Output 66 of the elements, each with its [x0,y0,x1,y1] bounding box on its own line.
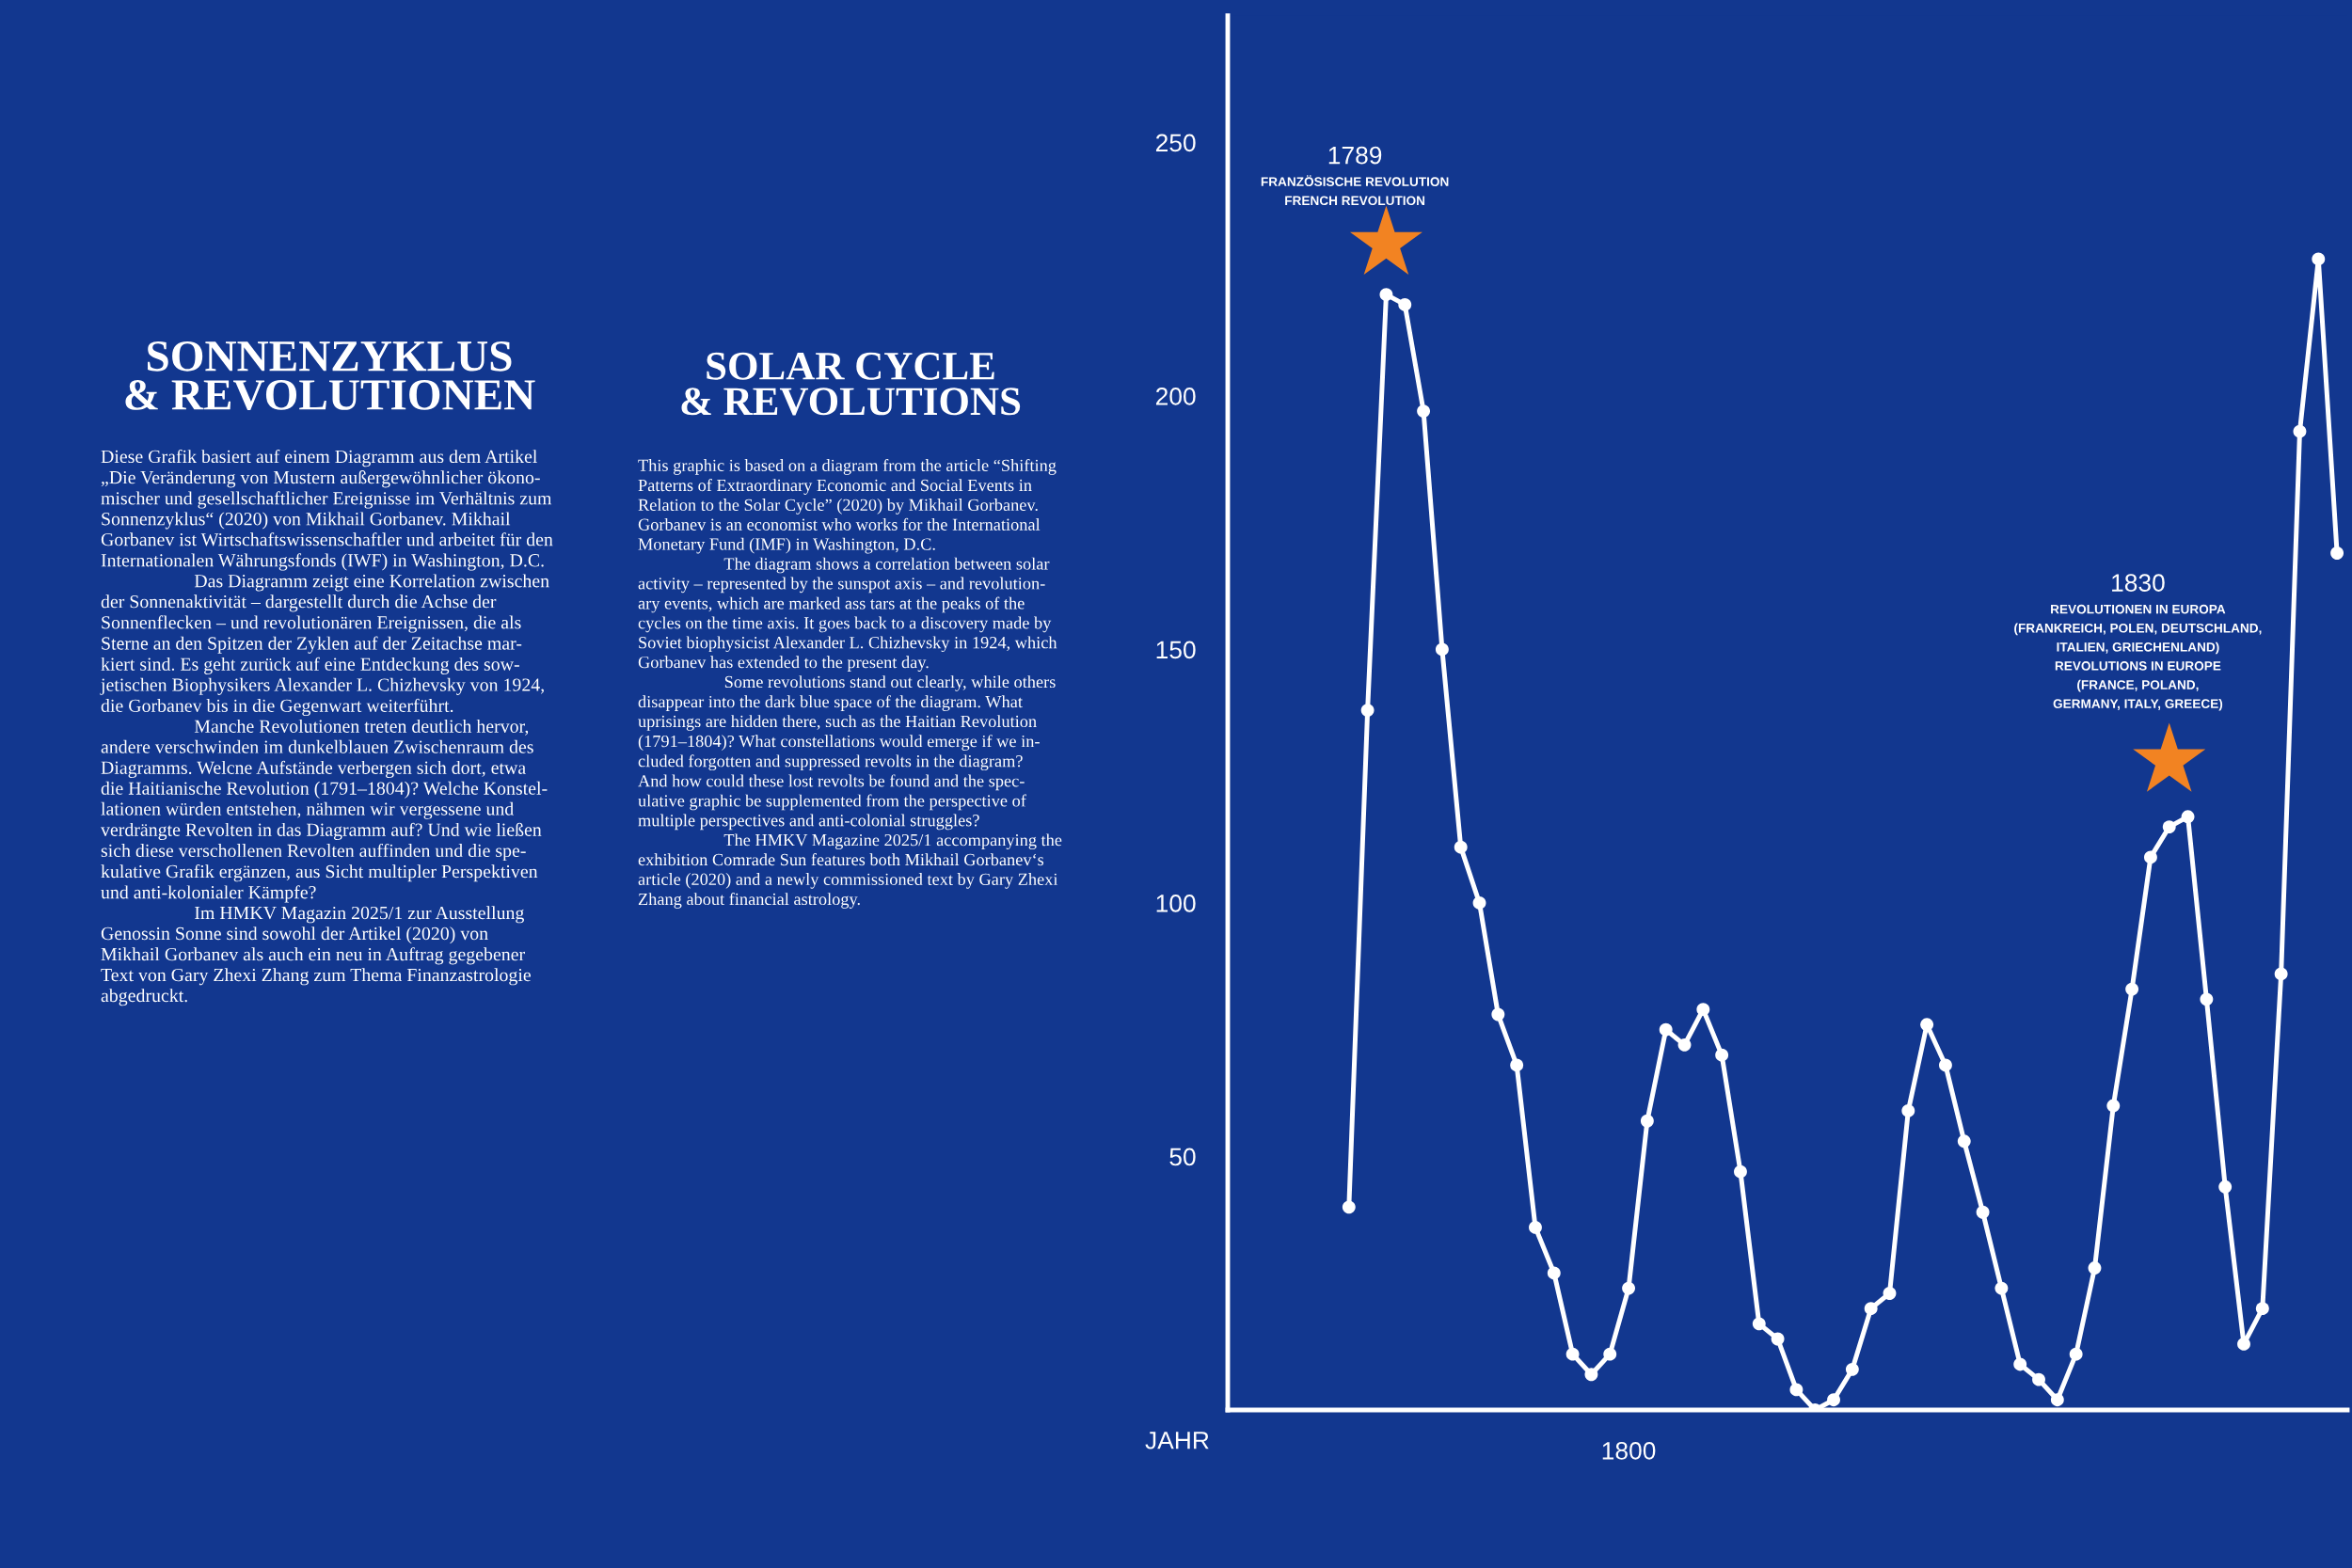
point [1565,1347,1580,1361]
point [1547,1266,1561,1280]
point [1677,1037,1692,1052]
point [1659,1022,1673,1037]
point [2293,424,2307,438]
text: SONNENZYKLUS & REVOLUTIONEN [125,341,535,411]
point [1454,840,1468,854]
point [2274,967,2288,981]
point [1398,297,1412,311]
point [1957,1134,1971,1148]
point [2181,810,2195,824]
series-label: 1789 FRANZÖSISCHE REVOLUTION FRENCH REVOLUTION [1261,146,1449,206]
point [2069,1347,2083,1361]
point [1734,1164,1747,1179]
text: 1830 REVOLUTIONEN IN EUROPA (FRANKREICH, POLEN, DEUTSCHLAND, ITALIEN, GRIECHENLAND) REVOLUTIONS IN EUROPE (FRANCE, POLAND, GERMANY, ITALY, GREECE) [2014,574,2262,711]
point [2050,1393,2064,1407]
point [2106,1099,2121,1113]
point [1827,1393,1840,1407]
point [2255,1302,2269,1316]
point [1584,1368,1598,1382]
point [1715,1048,1729,1062]
point [1622,1281,1635,1295]
point [1901,1104,1915,1117]
point [1752,1317,1766,1331]
point [1696,1003,1710,1017]
text: SOLAR CYCLE & REVOLUTIONS [681,352,1021,416]
point [1976,1205,1990,1219]
point [2218,1180,2233,1194]
point [2032,1372,2045,1386]
point [1417,404,1431,419]
point [1845,1362,1859,1376]
point [1342,1200,1356,1214]
point [2088,1261,2102,1275]
point [1510,1058,1524,1072]
point [2162,820,2176,834]
point [1360,704,1375,718]
point [2312,252,2326,266]
text: This graphic is based on a diagram from the article “Shifting Patterns of Extraordinary Economic and Social Events in Relation to the Solar Cycle” (2020) by Mikhail Gorbanev. Gorbanev is an economist who works for the International Monetary Fund (IMF) in Washington, D.C. The diagram shows a correlation between solar activity – represented by the sunspot axis – and revolution- ary events, which are marked ass tars at the peaks of the cycles on the time axis. It goes back to a discovery made by Soviet biophysicist Alexander L. Chizhevsky in 1924, which Gorbanev has extended to the present day. Some revolutions stand out clearly, while others disappear into the dark blue space of the diagram. What uprisings are hidden there, such as the Haitian Revolution (1791–1804)? What constellations would emerge if we in- cluded forgotten and suppressed revolts in the diagram? And how could these lost revolts be found and the spec- ulative graphic be supplemented from the perspective of multiple perspectives and anti-colonial struggles? The HMKV Magazine 2025/1 accompanying the exhibition Comrade Sun features both Mikhail Gorbanev‘s article (2020) and a newly commissioned text by Gary Zhexi Zhang about financial astrology. [638,458,1062,909]
point [1640,1114,1654,1128]
point [2237,1337,2250,1351]
point [1771,1332,1785,1346]
point [1472,896,1486,910]
point [2143,850,2157,864]
point [2200,992,2214,1006]
point [2330,546,2344,560]
point [1920,1018,1934,1032]
point [1435,642,1449,657]
point [2125,982,2139,996]
point [1789,1383,1804,1397]
y-tick-label: 100 [1156,895,1196,912]
point [1864,1302,1878,1316]
point [1939,1058,1952,1072]
text: Diese Grafik basiert auf einem Diagramm aus dem Artikel „Die Veränderung von Mustern außergewöhnlicher ökono- mischer und gesellschaftlicher Ereignisse im Verhältnis zum Sonnenzyklus“ (2020) von Mikhail Gorbanev. Mikhail Gorbanev ist Wirtschaftswissenschaftler und arbeitet für den Internationalen Währungsfonds (IWF) in Washington, D.C. Das Diagramm zeigt eine Korrelation zwischen der Sonnenaktivität – dargestellt durch die Achse der Sonnenflecken – und revolutionären Ereignissen, die als Sterne an den Spitzen der Zyklen auf der Zeitachse mar- kiert sind. Es geht zurück auf eine Entdeckung des sow- jetischen Biophysikers Alexander L. Chizhevsky von 1924, die Gorbanev bis in die Gegenwart weiterführt. Manche Revolutionen treten deutlich hervor, andere verschwinden im dunkelblauen Zwischenraum des Diagramms. Welcne Aufstände verbergen sich dort, etwa die Haitianische Revolution (1791–1804)? Welche Konstel- lationen würden entstehen, nähmen wir vergessene und verdrängte Revolten in das Diagramm auf? Und wie ließen sich diese verschollenen Revolten auffinden und die spe- kulative Grafik ergänzen, aus Sicht multipler Perspektiven und anti-kolonialer Kämpfe? Im HMKV Magazin 2025/1 zur Ausstellung Genossin Sonne sind sowohl der Artikel (2020) von Mikhail Gorbanev als auch ein neu in Auftrag gegebener Text von Gary Zhexi Zhang zum Thema Finanzastrologie abgedruckt. [100,449,553,1006]
point [1529,1220,1542,1234]
y-tick-label: 200 [1155,388,1196,405]
point [1379,288,1393,302]
point [1994,1281,2009,1295]
point [2013,1357,2027,1371]
y-tick-label: 250 [1155,134,1196,152]
point [1491,1007,1505,1022]
y-tick-label: 150 [1156,641,1196,659]
x-axis-title: JAHR [1145,1432,1209,1449]
point [1603,1347,1617,1361]
x-tick-label: 1800 [1602,1442,1656,1460]
point [1883,1287,1897,1300]
y-tick-label: 50 [1169,1148,1196,1166]
